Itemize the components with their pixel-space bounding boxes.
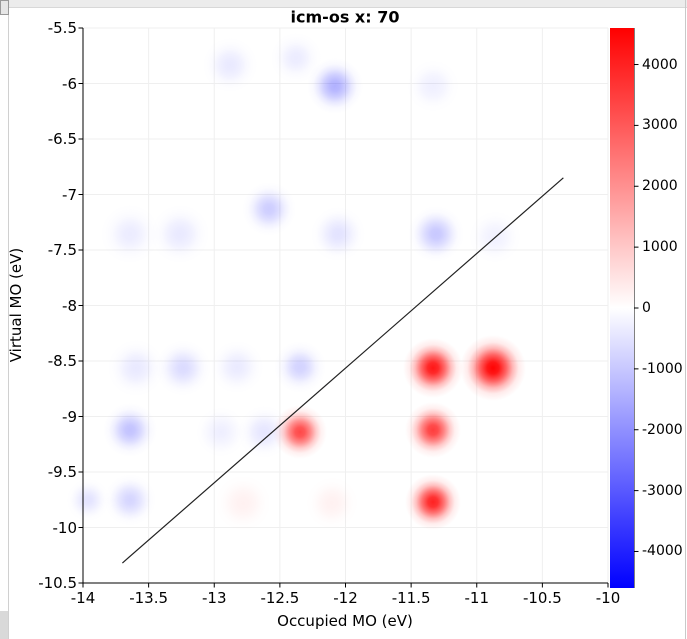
colorbar-tick-label: -3000 [642, 482, 683, 499]
negative-blob [66, 477, 111, 522]
negative-blob [202, 36, 258, 93]
colorbar-tick-label: 4000 [642, 56, 678, 73]
x-tick-label: -13 [202, 589, 227, 607]
colorbar-tick-label: 1000 [642, 239, 678, 256]
diagonal-reference-line [121, 177, 564, 564]
negative-blob [154, 339, 211, 396]
x-tick-label: -11.5 [391, 589, 431, 607]
colorbar-tick-label: 2000 [642, 178, 678, 195]
y-tick-label: -5.5 [47, 19, 77, 37]
y-tick-label: -8 [62, 296, 77, 315]
positive-blob [272, 405, 327, 460]
y-tick-label: -7 [62, 185, 77, 204]
y-tick-label: -6.5 [47, 130, 77, 148]
chart-title: icm-os x: 70 [290, 7, 400, 27]
negative-blob [242, 181, 297, 236]
y-tick-label: -10.5 [38, 574, 77, 592]
x-tick-label: -11 [464, 589, 490, 607]
colorbar [610, 28, 634, 588]
x-tick-label: -13.5 [129, 589, 169, 607]
window-top-edge [0, 0, 687, 8]
y-tick-label: -10 [52, 518, 78, 537]
positive-blob [213, 473, 274, 534]
negative-blob [237, 405, 292, 460]
negative-blob [408, 206, 465, 263]
negative-blob [104, 473, 157, 526]
x-tick-label: -10 [595, 589, 621, 607]
positive-blob [405, 401, 462, 458]
x-tick-label: -10.5 [522, 589, 562, 607]
y-tick-label: -9.5 [47, 463, 77, 481]
negative-blob [309, 206, 366, 263]
left-scrollbar-border [8, 0, 9, 639]
y-tick-label: -7.5 [47, 241, 77, 259]
x-axis-label: Occupied MO (eV) [277, 612, 413, 630]
left-scrollbar-thumb[interactable] [0, 611, 8, 639]
y-tick-label: -6 [62, 74, 77, 93]
x-tick-label: -12.5 [260, 589, 300, 607]
positive-blob [459, 334, 526, 401]
positive-blob [405, 473, 462, 530]
x-tick-label: -14 [70, 589, 96, 607]
colorbar-tick-label: -2000 [642, 421, 683, 438]
colorbar-tick-label: 0 [642, 300, 651, 316]
x-tick-label: -12 [333, 589, 358, 607]
negative-blob [307, 57, 363, 114]
colorbar-tick-label: -4000 [642, 543, 683, 560]
colorbar-tick-label: -1000 [642, 360, 683, 377]
y-tick-label: -9 [62, 407, 77, 426]
negative-blob [150, 204, 211, 265]
negative-blob [467, 208, 524, 265]
negative-blob [106, 338, 165, 397]
y-tick-label: -8.5 [47, 352, 77, 370]
colorbar-tick-label: 3000 [642, 117, 678, 134]
negative-blob [273, 340, 326, 393]
negative-blob [209, 339, 264, 394]
negative-blob [100, 204, 161, 265]
negative-blob [103, 402, 158, 457]
negative-blob [193, 405, 248, 460]
negative-blob [269, 31, 322, 84]
negative-blob [405, 57, 462, 114]
positive-blob [403, 337, 464, 398]
positive-blob [304, 475, 361, 532]
scrollbar-corner [0, 0, 9, 15]
window-right-edge [685, 0, 686, 639]
